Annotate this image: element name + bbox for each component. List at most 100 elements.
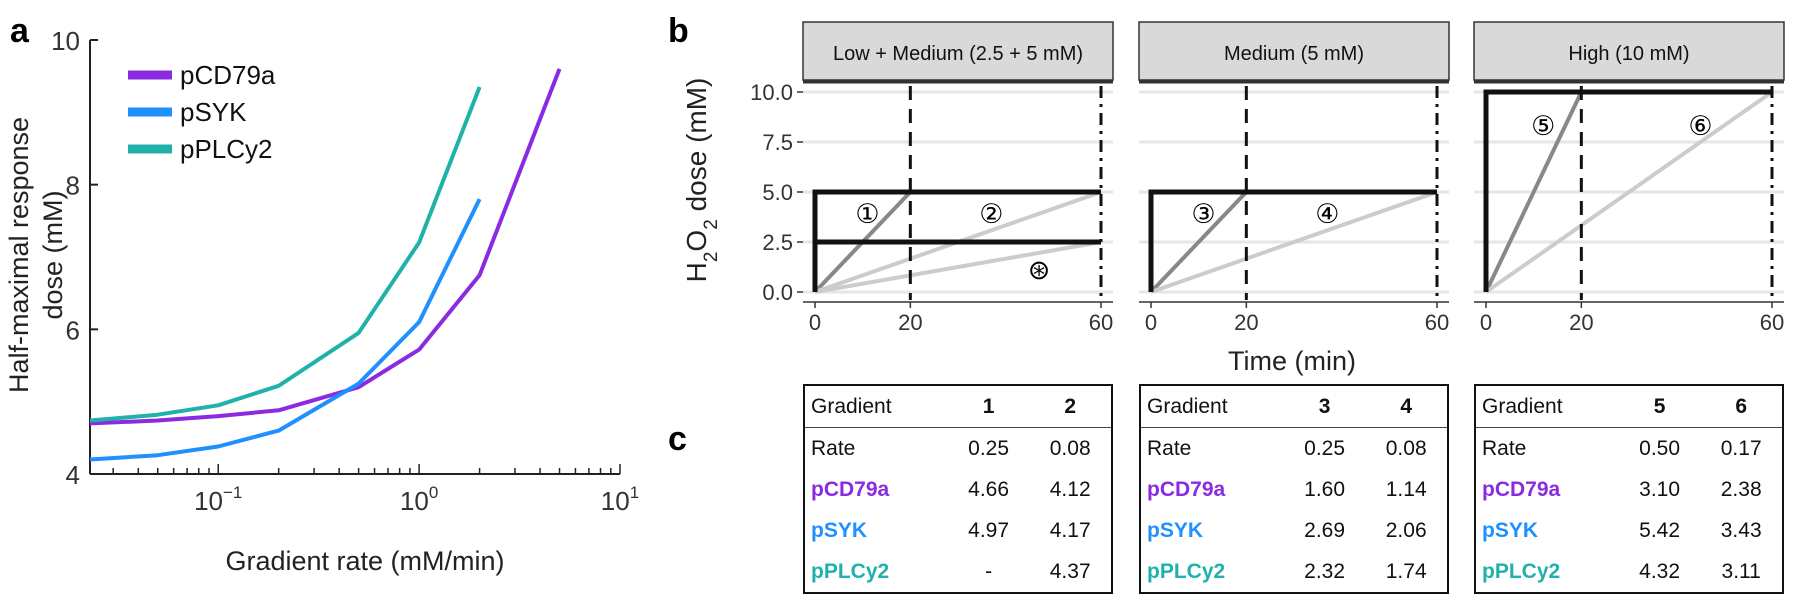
x-tick-label: 60 [1089,310,1113,335]
facet-2: Medium (5 mM) 0 20 60 ③ ④ [1138,21,1450,335]
x-tick-exponent: 1 [630,483,639,502]
table-row: pPLCy2 2.32 1.74 [1141,551,1447,592]
table-row: Rate 0.50 0.17 [1476,428,1782,470]
facet-strip-label: High (10 mM) [1568,43,1689,65]
x-tick-label: 20 [1234,310,1258,335]
table-header-row: Gradient 5 6 [1476,386,1782,428]
table-cell: 4.97 [968,518,1010,542]
panel-label-b: b [668,12,689,50]
table-row: pSYK 4.97 4.17 [805,510,1111,551]
table-row: pSYK 2.69 2.06 [1141,510,1447,551]
row-label: Rate [1147,436,1192,460]
table-row: pPLCy2 - 4.37 [805,551,1111,592]
table-cell: 3.10 [1639,477,1681,501]
x-tick-label: 20 [898,310,922,335]
row-label: pCD79a [1482,477,1561,501]
table-row: pSYK 5.42 3.43 [1476,510,1782,551]
header-cell-gradient: 4 [1365,386,1447,428]
table-row: Rate 0.25 0.08 [805,428,1111,470]
row-label: Rate [1482,436,1527,460]
gradient-table-2: Gradient 3 4 Rate 0.25 0.08 pCD79a 1.60 1.14 pSYK… [1139,384,1449,594]
gradient-ramp [1150,190,1438,294]
panel-a-y-axis-title-line1: Half-maximal response [4,117,34,393]
gradient-ramp [1484,91,1584,293]
row-label: pSYK [1147,518,1204,542]
y-title-sub2: 2 [701,219,722,230]
table-cell: 0.08 [1049,436,1091,460]
x-tick-exponent: −1 [223,483,242,502]
table-cell: 2.69 [1304,518,1346,542]
y-title-sub1: 2 [701,252,722,263]
row-label: pCD79a [1147,477,1226,501]
table-cell: 4.17 [1049,518,1091,542]
table-cell: 4.32 [1639,559,1681,583]
header-cell-gradient: 6 [1700,386,1782,428]
x-tick-base: 10 [194,486,223,516]
table-header-row: Gradient 1 2 [805,386,1111,428]
panel-a-x-axis-title: Gradient rate (mM/min) [225,546,504,576]
table-cell: 0.50 [1639,436,1681,460]
x-tick-exponent: 0 [429,483,438,502]
table-cell: 4.12 [1049,477,1091,501]
panel-a-legend: pCD79a pSYK pPLCy2 [128,60,276,164]
facet-3: High (10 mM) 0 20 60 ⑤ ⑥ [1473,21,1785,335]
x-tick-label: 20 [1569,310,1593,335]
header-cell-label: Gradient [1141,386,1284,428]
y-tick-label: 5.0 [762,180,793,205]
gradient-ramp [1149,190,1248,294]
facet-strip [1473,21,1785,81]
legend-label-pPLCy2: pPLCy2 [180,134,273,164]
x-tick-label: 101 [601,483,639,516]
panel-b-x-axis-title: Time (min) [1228,346,1356,376]
table-cell: - [985,559,993,583]
gradient-label: ① [855,199,879,229]
x-tick-label: 0 [1480,310,1492,335]
gradient-table-1: Gradient 1 2 Rate 0.25 0.08 pCD79a 4.66 4.12 pSYK… [803,384,1113,594]
table-cell: 0.08 [1385,436,1427,460]
header-cell-gradient: 5 [1618,386,1701,428]
x-tick-label: 100 [400,483,438,516]
table-body: Gradient 1 2 Rate 0.25 0.08 pCD79a 4.66 4.12 pSYK… [805,386,1111,592]
x-tick-label: 0 [1145,310,1157,335]
facet-strip-label: Low + Medium (2.5 + 5 mM) [833,43,1083,65]
gradient-table-3: Gradient 5 6 Rate 0.50 0.17 pCD79a 3.10 2.38 pSYK… [1474,384,1784,594]
gradient-ramp [814,240,1102,294]
y-tick-label: 7.5 [762,130,793,155]
y-tick-label: 0.0 [762,280,793,305]
table-cell: 5.42 [1639,518,1681,542]
table-cell: 4.66 [968,477,1010,501]
table-cell: 0.25 [1304,436,1346,460]
header-cell-gradient: 2 [1029,386,1111,428]
header-cell-gradient: 3 [1283,386,1366,428]
table-cell: 1.14 [1385,477,1427,501]
x-tick-base: 10 [400,486,429,516]
legend-label-pSYK: pSYK [180,97,247,127]
panel-a-series [89,68,562,462]
header-cell-gradient: 1 [947,386,1030,428]
table-row: pCD79a 4.66 4.12 [805,469,1111,510]
table-cell: 2.32 [1304,559,1346,583]
panel-label-c: c [668,420,687,458]
row-label: pSYK [811,518,868,542]
gradient-label: ③ [1191,199,1215,229]
x-tick-label: 60 [1760,310,1784,335]
series-line-pSYK [89,198,482,462]
facet-strip [802,21,1114,81]
row-label: pPLCy2 [811,559,890,583]
y-tick-label: 10.0 [750,80,793,105]
gradient-label: ② [979,199,1003,229]
row-label: Rate [811,436,856,460]
gradient-label: ④ [1315,199,1339,229]
facet-strip-label: Medium (5 mM) [1224,43,1364,65]
row-label: pCD79a [811,477,890,501]
table-cell: 1.74 [1385,559,1427,583]
table-row: Rate 0.25 0.08 [1141,428,1447,470]
y-tick-label: 6 [66,315,80,345]
header-cell-label: Gradient [1476,386,1619,428]
row-label: pPLCy2 [1147,559,1226,583]
panel-label-a: a [10,12,30,50]
y-tick-label: 2.5 [762,230,793,255]
